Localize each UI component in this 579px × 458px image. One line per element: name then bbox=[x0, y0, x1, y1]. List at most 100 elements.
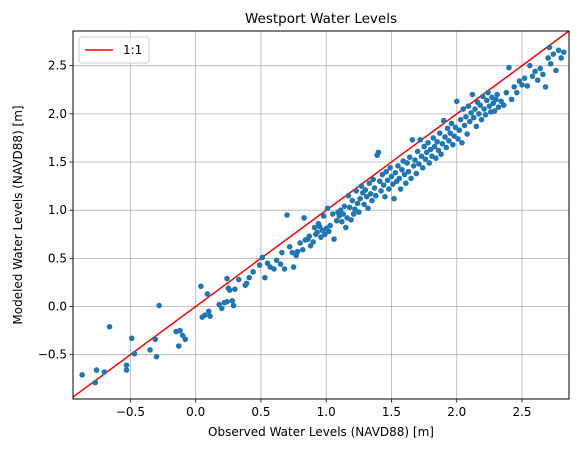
data-point bbox=[177, 327, 183, 334]
data-point bbox=[426, 160, 433, 166]
data-point bbox=[340, 211, 346, 217]
data-point bbox=[416, 161, 422, 167]
data-point bbox=[495, 104, 502, 110]
data-point bbox=[558, 55, 564, 61]
data-point bbox=[235, 276, 242, 283]
data-point bbox=[286, 243, 293, 250]
data-point bbox=[346, 204, 353, 211]
data-point bbox=[202, 312, 208, 318]
data-point bbox=[361, 201, 367, 208]
data-point bbox=[532, 68, 538, 75]
data-point bbox=[399, 166, 405, 173]
y-tick-label: 2.0 bbox=[48, 107, 67, 121]
data-point bbox=[128, 335, 135, 342]
data-point bbox=[152, 336, 159, 343]
x-axis-label: Observed Water Levels (NAVD88) [m] bbox=[208, 425, 434, 439]
data-point bbox=[470, 114, 477, 121]
data-point bbox=[382, 193, 388, 200]
data-point bbox=[452, 124, 459, 131]
data-point bbox=[289, 249, 296, 256]
x-axis-ticks: −0.5 0.0 0.5 1.0 1.5 2.0 2.5 bbox=[116, 399, 532, 419]
data-point bbox=[331, 236, 337, 242]
data-point bbox=[478, 116, 485, 123]
data-point bbox=[430, 135, 437, 141]
data-point bbox=[256, 262, 263, 268]
data-point bbox=[350, 211, 357, 217]
data-point bbox=[482, 112, 489, 118]
data-point bbox=[494, 91, 501, 98]
data-point bbox=[343, 224, 349, 231]
data-point bbox=[353, 188, 360, 194]
data-point bbox=[443, 144, 450, 151]
data-point bbox=[378, 188, 384, 194]
data-point bbox=[440, 117, 447, 124]
y-axis-ticks: −0.5 0.0 0.5 1.0 1.5 2.0 2.5 bbox=[38, 59, 73, 362]
data-point bbox=[461, 122, 468, 129]
data-point bbox=[243, 280, 250, 287]
data-point bbox=[451, 133, 457, 139]
data-point bbox=[123, 362, 130, 369]
data-point bbox=[299, 246, 306, 253]
data-point bbox=[290, 264, 297, 270]
data-point bbox=[534, 77, 541, 83]
data-point bbox=[455, 136, 461, 142]
data-point bbox=[457, 116, 464, 123]
data-point bbox=[555, 47, 562, 54]
data-point bbox=[511, 84, 517, 90]
data-point bbox=[423, 149, 430, 156]
data-point bbox=[560, 49, 567, 55]
data-point bbox=[198, 283, 204, 290]
data-point bbox=[408, 175, 414, 182]
data-point bbox=[281, 266, 288, 272]
data-point bbox=[500, 102, 507, 108]
data-point bbox=[438, 151, 444, 158]
data-point bbox=[131, 350, 138, 357]
data-point bbox=[370, 176, 377, 183]
data-point bbox=[506, 64, 512, 71]
y-tick-label: 1.0 bbox=[48, 203, 67, 217]
data-point bbox=[418, 153, 425, 160]
data-point bbox=[123, 367, 130, 373]
data-point bbox=[373, 192, 379, 199]
data-point bbox=[345, 192, 352, 199]
data-point bbox=[230, 302, 237, 309]
data-point bbox=[404, 160, 410, 166]
data-point bbox=[481, 106, 487, 112]
data-point bbox=[175, 343, 182, 349]
data-point bbox=[147, 347, 153, 353]
data-point bbox=[297, 240, 303, 246]
data-point bbox=[519, 82, 525, 88]
x-tick-label: 1.5 bbox=[382, 405, 401, 419]
data-point bbox=[156, 302, 162, 309]
x-tick-label: −0.5 bbox=[116, 405, 145, 419]
data-point bbox=[521, 75, 528, 82]
data-point bbox=[397, 186, 404, 192]
x-tick-label: 0.0 bbox=[186, 405, 205, 419]
data-point bbox=[527, 62, 533, 69]
data-point bbox=[79, 372, 85, 378]
data-point bbox=[205, 308, 212, 315]
data-point bbox=[453, 98, 460, 105]
data-point bbox=[106, 323, 113, 330]
data-point bbox=[553, 67, 559, 74]
data-point bbox=[101, 369, 108, 375]
data-point bbox=[284, 212, 290, 218]
data-point bbox=[545, 55, 551, 61]
data-point bbox=[444, 125, 451, 132]
data-point bbox=[436, 130, 443, 136]
data-point bbox=[92, 379, 98, 386]
data-point bbox=[477, 102, 484, 108]
data-point bbox=[439, 140, 446, 147]
reference-line-1-1 bbox=[72, 30, 570, 398]
chart-title: Westport Water Levels bbox=[245, 11, 397, 27]
data-point bbox=[483, 97, 490, 104]
data-point bbox=[182, 336, 189, 343]
data-point bbox=[371, 185, 378, 191]
x-tick-label: 2.5 bbox=[512, 405, 531, 419]
data-point bbox=[463, 113, 469, 120]
data-point bbox=[362, 187, 369, 193]
data-point bbox=[224, 275, 230, 282]
data-point bbox=[314, 229, 320, 236]
data-point bbox=[204, 291, 211, 297]
